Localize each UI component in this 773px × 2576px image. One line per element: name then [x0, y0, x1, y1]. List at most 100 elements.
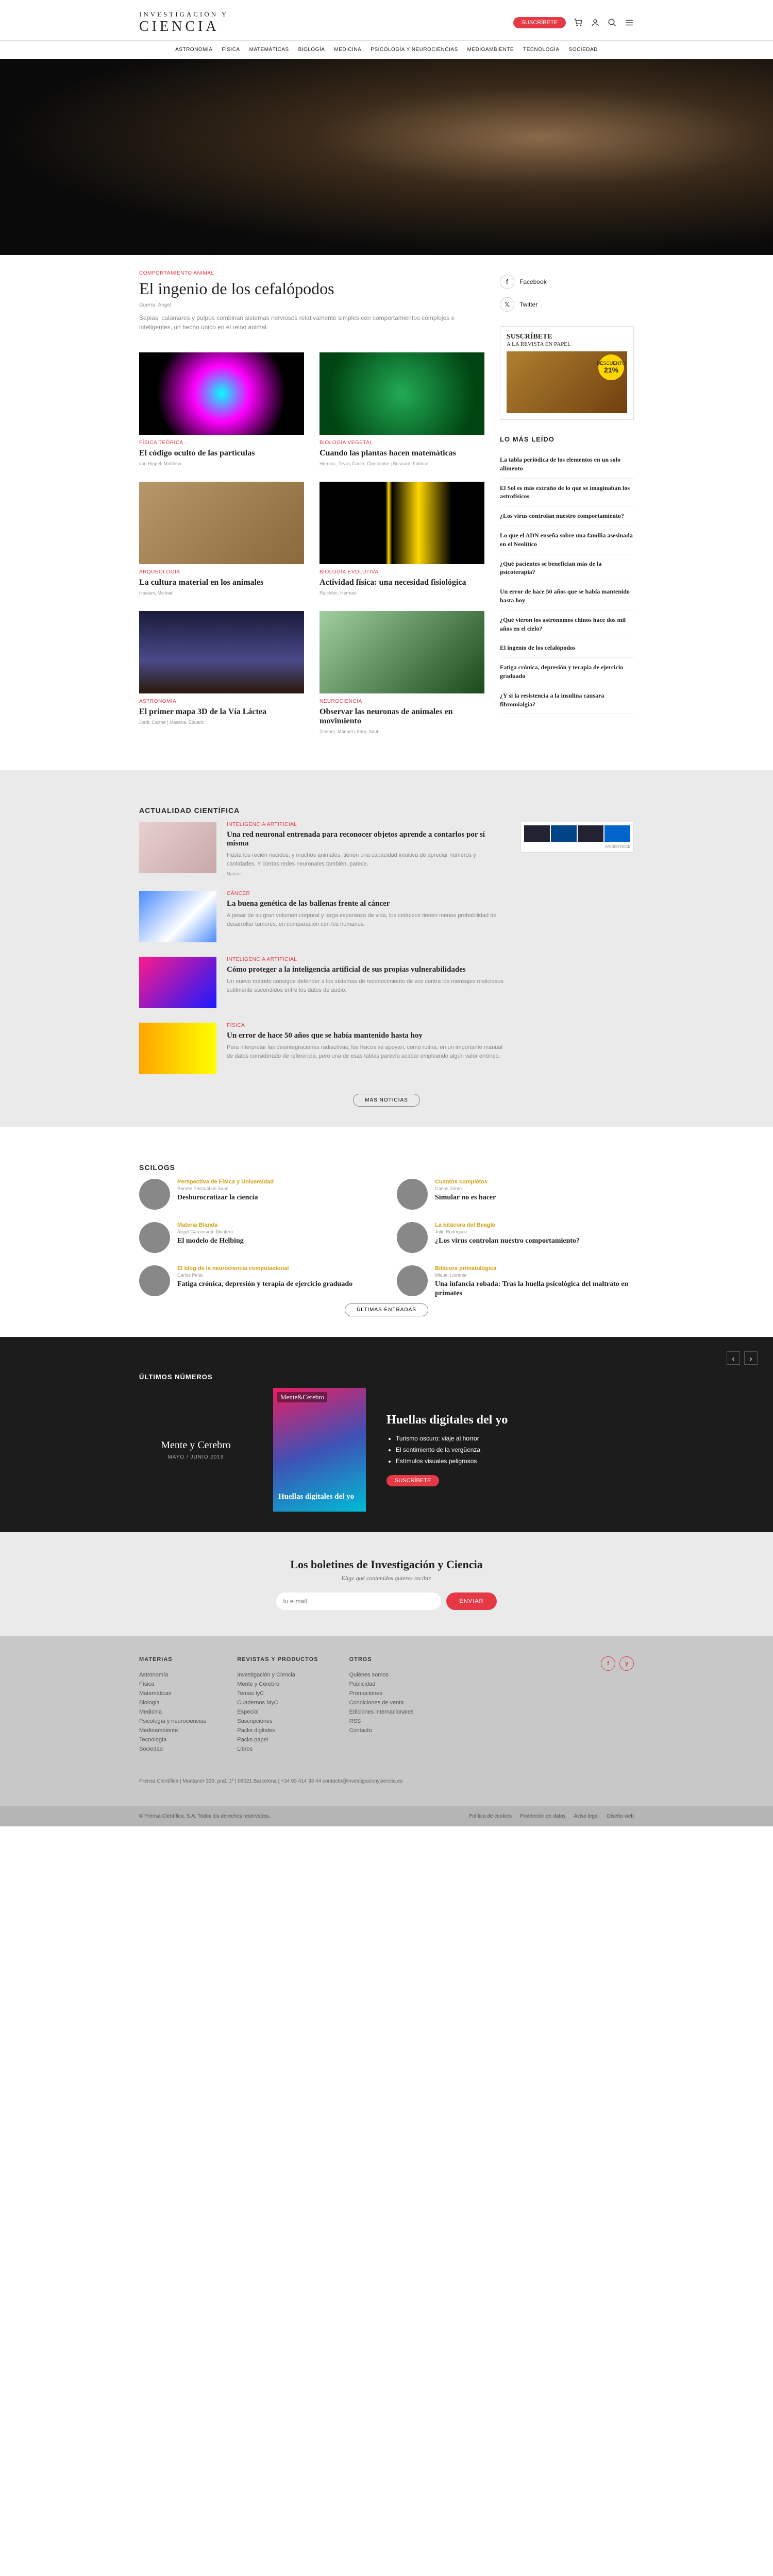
article-card[interactable]: ASTRONOMÍA El primer mapa 3D de la Vía L… [139, 611, 304, 734]
copyright-text: © Prensa Científica, S.A. Todos los dere… [139, 1814, 271, 1819]
share-facebook[interactable]: f Facebook [500, 270, 634, 293]
article-category: FÍSICA TEÓRICA [139, 440, 304, 446]
subscribe-ad[interactable]: SUSCRÍBETE A LA REVISTA EN PAPEL DESCUEN… [500, 326, 634, 420]
news-item[interactable]: FÍSICA Un error de hace 50 años que se h… [139, 1023, 505, 1074]
footer-link[interactable]: Mente y Cerebro [237, 1680, 318, 1689]
footer-legal-link[interactable]: Aviso legal [574, 1814, 599, 1819]
footer-link[interactable]: Matemáticas [139, 1689, 206, 1698]
article-card[interactable]: ARQUEOLOGÍA La cultura material en los a… [139, 482, 304, 596]
blog-name: Perspectiva de Física y Universidad [177, 1179, 274, 1185]
footer-link[interactable]: Especial [237, 1707, 318, 1717]
article-card[interactable]: NEUROCIENCIA Observar las neuronas de an… [320, 611, 484, 734]
nav-item[interactable]: TECNOLOGÍA [523, 47, 560, 53]
footer-link[interactable]: Contacto [349, 1726, 414, 1735]
nav-item[interactable]: FÍSICA [222, 47, 240, 53]
magazine-cover[interactable]: Mente&Cerebro Huellas digitales del yo [273, 1388, 366, 1512]
latest-posts-button[interactable]: ÚLTIMAS ENTRADAS [345, 1303, 428, 1316]
footer-legal-link[interactable]: Política de cookies [469, 1814, 512, 1819]
footer-link[interactable]: Física [139, 1680, 206, 1689]
nav-item[interactable]: MEDIOAMBIENTE [467, 47, 514, 53]
nav-item[interactable]: PSICOLOGÍA Y NEUROCIENCIAS [371, 47, 458, 53]
footer-twitter-icon[interactable]: y [619, 1656, 634, 1671]
sidebar-ad: shutterstock [520, 822, 634, 1089]
footer-link[interactable]: Ediciones internacionales [349, 1707, 414, 1717]
facebook-label: Facebook [519, 278, 547, 285]
footer-link[interactable]: RSS [349, 1717, 414, 1726]
user-icon[interactable] [591, 18, 600, 27]
most-read-item[interactable]: Lo que el ADN enseña sobre una familia a… [500, 526, 634, 554]
footer-link[interactable]: Packs digitales [237, 1726, 318, 1735]
footer-link[interactable]: Quiénes somos [349, 1670, 414, 1680]
share-twitter[interactable]: 𝕏 Twitter [500, 293, 634, 316]
blog-post-title: Una infancia robada: Tras la huella psic… [435, 1280, 634, 1298]
scilog-item[interactable]: La bitácora del Beagle Julio Rodríguez ¿… [397, 1222, 634, 1253]
footer-link[interactable]: Tecnología [139, 1735, 206, 1744]
footer-link[interactable]: Promociones [349, 1689, 414, 1698]
nav-item[interactable]: SOCIEDAD [569, 47, 598, 53]
article-title: Actividad física: una necesidad fisiológ… [320, 578, 484, 587]
most-read-item[interactable]: ¿Y si la resistencia a la insulina causa… [500, 686, 634, 715]
footer-link[interactable]: Investigación y Ciencia [237, 1670, 318, 1680]
footer-link[interactable]: Medicina [139, 1707, 206, 1717]
most-read-item[interactable]: ¿Qué vieron los astrónomos chinos hace d… [500, 611, 634, 639]
nav-item[interactable]: MATEMÁTICAS [249, 47, 289, 53]
more-news-button[interactable]: MÁS NOTICIAS [353, 1094, 420, 1107]
hero-title[interactable]: El ingenio de los cefalópodos [139, 279, 484, 298]
scilog-item[interactable]: Bitácora primatológica Miquel Llorente U… [397, 1265, 634, 1298]
article-card[interactable]: BIOLOGÍA EVOLUTIVA Actividad física: una… [320, 482, 484, 596]
news-item[interactable]: INTELIGENCIA ARTIFICIAL Una red neuronal… [139, 822, 505, 876]
footer-link[interactable]: Publicidad [349, 1680, 414, 1689]
cart-icon[interactable] [574, 18, 583, 27]
news-item[interactable]: CÁNCER La buena genética de las ballenas… [139, 891, 505, 942]
article-title: El código oculto de las partículas [139, 449, 304, 458]
article-card[interactable]: BIOLOGÍA VEGETAL Cuando las plantas hace… [320, 352, 484, 466]
menu-icon[interactable] [625, 18, 634, 27]
footer-link[interactable]: Astronomía [139, 1670, 206, 1680]
most-read-item[interactable]: ¿Los virus controlan nuestro comportamie… [500, 506, 634, 526]
scilog-item[interactable]: El blog de la neurociencia computacional… [139, 1265, 376, 1298]
site-logo[interactable]: INVESTIGACIÓN Y CIENCIA [139, 10, 228, 35]
magazine-info: Mente y Cerebro MAYO / JUNIO 2019 [139, 1439, 253, 1460]
next-arrow-icon[interactable]: › [744, 1351, 758, 1365]
footer-facebook-icon[interactable]: f [601, 1656, 615, 1671]
most-read-item[interactable]: Un error de hace 50 años que se había ma… [500, 582, 634, 611]
most-read-item[interactable]: Fatiga crónica, depresión y terapia de e… [500, 658, 634, 686]
footer-link[interactable]: Suscripciones [237, 1717, 318, 1726]
nav-item[interactable]: BIOLOGÍA [298, 47, 325, 53]
prev-arrow-icon[interactable]: ‹ [727, 1351, 740, 1365]
footer-link[interactable]: Condiciones de venta [349, 1698, 414, 1707]
news-item[interactable]: INTELIGENCIA ARTIFICIAL Cómo proteger a … [139, 957, 505, 1008]
issue-subscribe-button[interactable]: SUSCRÍBETE [386, 1475, 439, 1486]
most-read-item[interactable]: El Sol es más extraño de lo que se imagi… [500, 479, 634, 507]
scilog-item[interactable]: Cuantos completos Carlos Sabín Simular n… [397, 1179, 634, 1210]
ad-box[interactable]: shutterstock [520, 822, 634, 853]
subscribe-button[interactable]: SUSCRÍBETE [513, 17, 566, 28]
avatar [139, 1179, 170, 1210]
article-thumb [320, 482, 484, 564]
footer-link[interactable]: Sociedad [139, 1744, 206, 1754]
scilog-item[interactable]: Perspectiva de Física y Universidad Ramó… [139, 1179, 376, 1210]
scilog-item[interactable]: Materia Blanda Ángel Garcimartín Montero… [139, 1222, 376, 1253]
send-button[interactable]: ENVIAR [446, 1592, 497, 1610]
nav-item[interactable]: MEDICINA [334, 47, 361, 53]
footer-link[interactable]: Libros [237, 1744, 318, 1754]
footer-link[interactable]: Biología [139, 1698, 206, 1707]
most-read-item[interactable]: El ingenio de los cefalópodos [500, 638, 634, 658]
footer-legal-link[interactable]: Diseño web [607, 1814, 634, 1819]
footer-link[interactable]: Temas IyC [237, 1689, 318, 1698]
article-thumb [320, 611, 484, 693]
search-icon[interactable] [608, 18, 617, 27]
footer-link[interactable]: Cuadernos MyC [237, 1698, 318, 1707]
footer-link[interactable]: Psicología y neurociencias [139, 1717, 206, 1726]
news-desc: Para interpretar las desintegraciones ra… [227, 1043, 505, 1060]
footer-link[interactable]: Medioambiente [139, 1726, 206, 1735]
most-read-item[interactable]: La tabla periódica de los elementos en u… [500, 450, 634, 479]
footer-legal-link[interactable]: Protección de datos [520, 1814, 565, 1819]
newsletter-subtitle: Elige qué contenidos quieres recibir. [139, 1574, 634, 1582]
footer-link[interactable]: Packs papel [237, 1735, 318, 1744]
email-input[interactable] [276, 1592, 441, 1610]
nav-item[interactable]: ASTRONOMÍA [175, 47, 212, 53]
hero-category[interactable]: COMPORTAMIENTO ANIMAL [139, 270, 484, 276]
most-read-item[interactable]: ¿Qué pacientes se benefician más de la p… [500, 554, 634, 583]
article-card[interactable]: FÍSICA TEÓRICA El código oculto de las p… [139, 352, 304, 466]
